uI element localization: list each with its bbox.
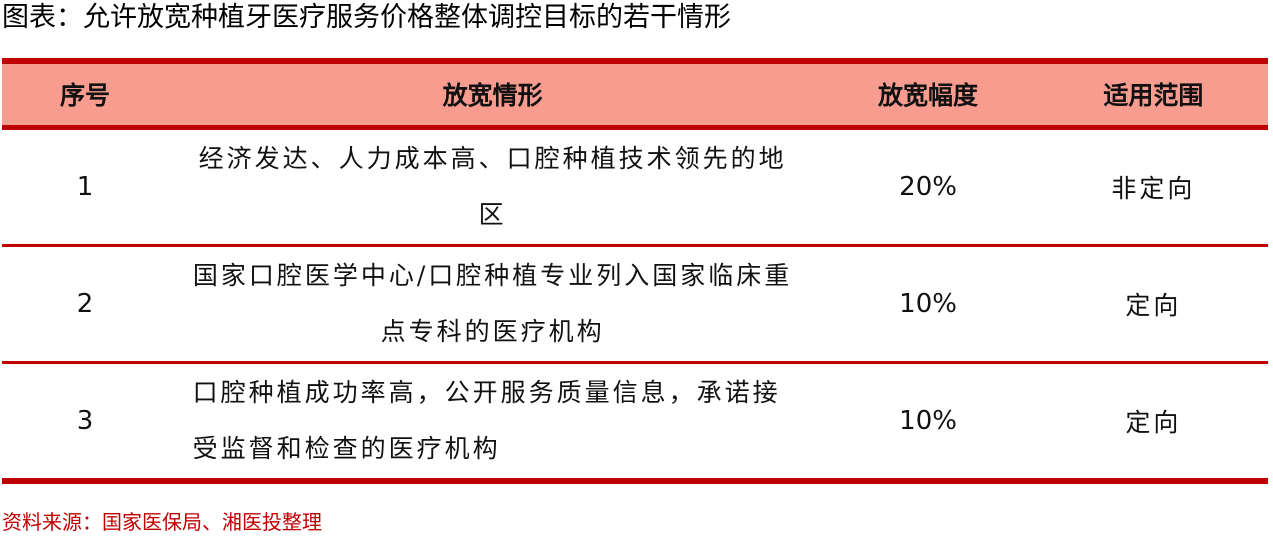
cell-no: 3 bbox=[2, 362, 168, 484]
header-range: 放宽幅度 bbox=[817, 58, 1039, 130]
figure-title: 图表：允许放宽种植牙医疗服务价格整体调控目标的若干情形 bbox=[2, 2, 731, 33]
cell-range: 20% bbox=[817, 127, 1039, 247]
cell-scope: 定向 bbox=[1038, 362, 1268, 484]
cell-scope: 非定向 bbox=[1038, 127, 1268, 247]
cell-scope: 定向 bbox=[1038, 245, 1268, 364]
header-scope: 适用范围 bbox=[1038, 58, 1268, 130]
cell-case: 国家口腔医学中心/口腔种植专业列入国家临床重点专科的医疗机构 bbox=[167, 245, 818, 364]
cell-case: 经济发达、人力成本高、口腔种植技术领先的地区 bbox=[167, 127, 818, 247]
table-row: 1 经济发达、人力成本高、口腔种植技术领先的地区 20% 非定向 bbox=[2, 127, 1268, 247]
cell-case-text: 经济发达、人力成本高、口腔种植技术领先的地区 bbox=[198, 143, 787, 229]
policy-table: 序号 放宽情形 放宽幅度 适用范围 1 经济发达、人力成本高、口腔种植技术领先的… bbox=[2, 58, 1268, 484]
header-case: 放宽情形 bbox=[167, 58, 818, 130]
cell-case-text: 口腔种植成功率高，公开服务质量信息，承诺接受监督和检查的医疗机构 bbox=[192, 377, 781, 463]
cell-no: 1 bbox=[2, 127, 168, 247]
table-row: 3 口腔种植成功率高，公开服务质量信息，承诺接受监督和检查的医疗机构 10% 定… bbox=[2, 362, 1268, 484]
cell-range: 10% bbox=[817, 245, 1039, 364]
cell-range: 10% bbox=[817, 362, 1039, 484]
cell-case-text: 国家口腔医学中心/口腔种植专业列入国家临床重点专科的医疗机构 bbox=[192, 260, 793, 346]
cell-case: 口腔种植成功率高，公开服务质量信息，承诺接受监督和检查的医疗机构 bbox=[167, 362, 818, 484]
source-note: 资料来源：国家医保局、湘医投整理 bbox=[2, 510, 322, 534]
table-row: 2 国家口腔医学中心/口腔种植专业列入国家临床重点专科的医疗机构 10% 定向 bbox=[2, 245, 1268, 364]
table-header-row: 序号 放宽情形 放宽幅度 适用范围 bbox=[2, 58, 1268, 130]
header-no: 序号 bbox=[2, 58, 168, 130]
cell-no: 2 bbox=[2, 245, 168, 364]
